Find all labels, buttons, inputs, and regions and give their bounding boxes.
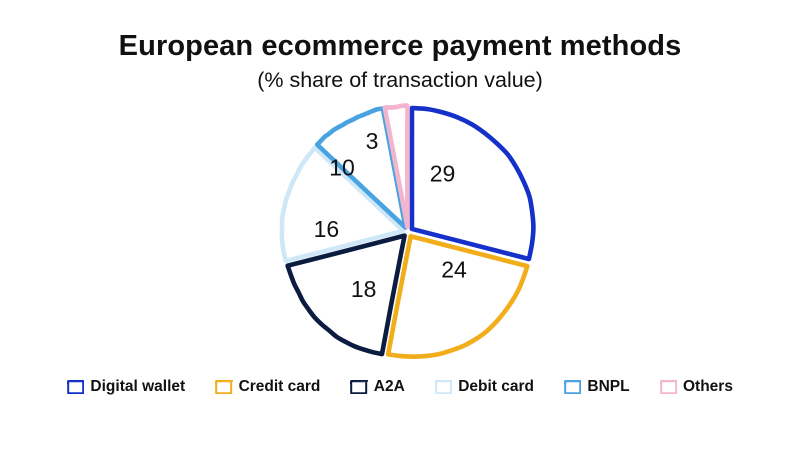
svg-text:29: 29 — [430, 161, 456, 187]
svg-text:18: 18 — [351, 276, 377, 302]
svg-text:16: 16 — [314, 216, 340, 242]
svg-text:3: 3 — [366, 128, 379, 154]
svg-text:10: 10 — [329, 154, 355, 180]
svg-text:24: 24 — [441, 257, 467, 283]
